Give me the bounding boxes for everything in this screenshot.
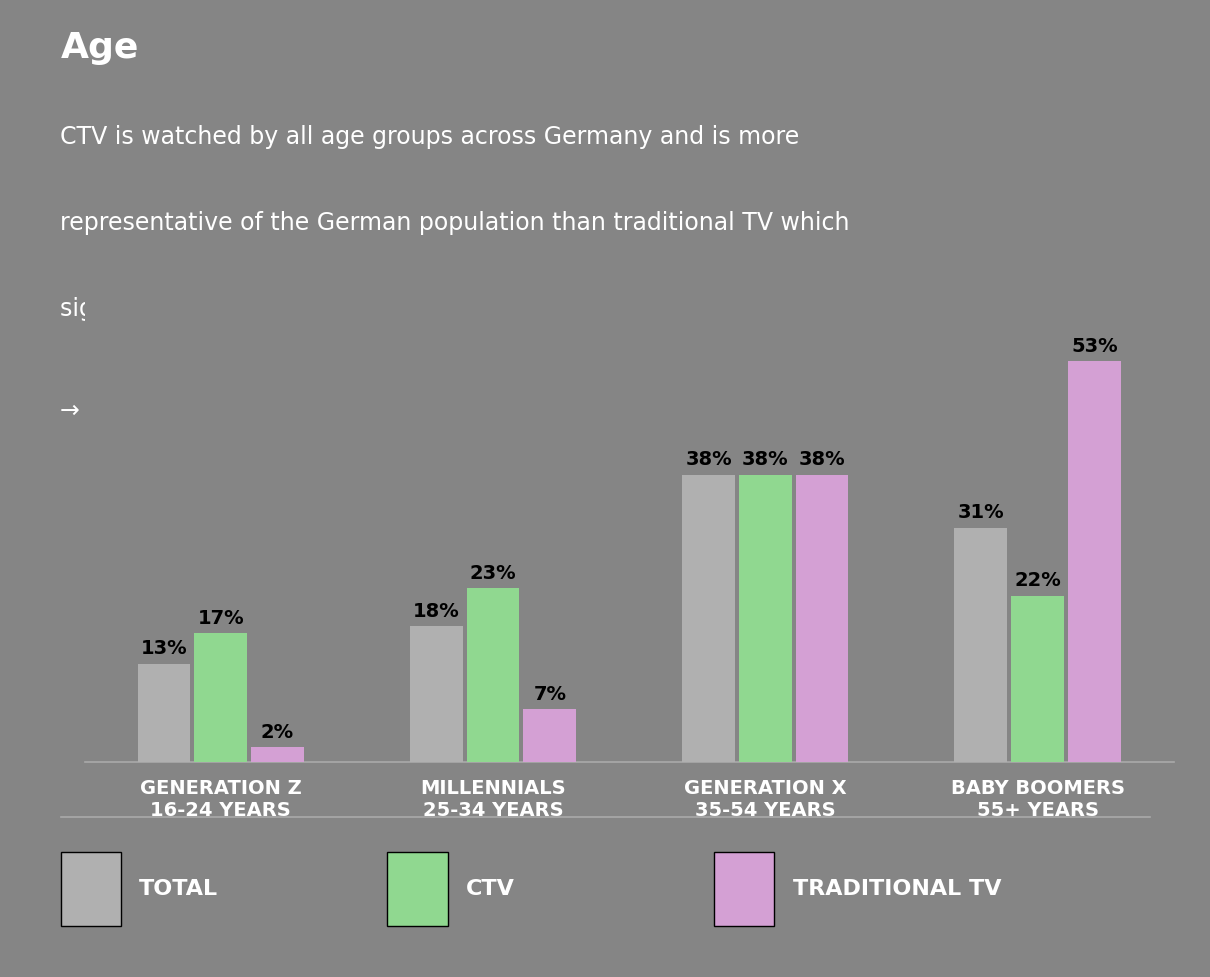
FancyBboxPatch shape <box>60 852 121 926</box>
Bar <box>682 475 734 762</box>
Text: representative of the German population than traditional TV which: representative of the German population … <box>60 211 849 235</box>
Text: Median Age:: Median Age: <box>91 399 257 423</box>
Text: →: → <box>60 399 96 423</box>
Bar <box>739 475 791 762</box>
Text: 38%: 38% <box>742 450 789 469</box>
Text: 17%: 17% <box>197 610 244 628</box>
Bar <box>1068 361 1120 762</box>
Bar <box>138 663 190 762</box>
Bar <box>410 626 462 762</box>
FancyBboxPatch shape <box>387 852 448 926</box>
Text: 53%: 53% <box>1071 337 1118 356</box>
Text: 13%: 13% <box>140 639 188 658</box>
Text: 23%: 23% <box>469 564 517 583</box>
Text: TOTAL: TOTAL <box>139 879 218 899</box>
Bar <box>955 528 1007 762</box>
Bar <box>252 747 304 762</box>
Bar <box>467 588 519 762</box>
Text: CTV is watched by all age groups across Germany and is more: CTV is watched by all age groups across … <box>60 125 800 149</box>
Bar <box>524 709 576 762</box>
Text: 7%: 7% <box>534 685 566 703</box>
Text: CTV - 39, Traditional TV - 56: CTV - 39, Traditional TV - 56 <box>224 399 563 423</box>
Text: Age: Age <box>60 31 139 65</box>
Text: 2%: 2% <box>261 723 294 742</box>
Bar <box>796 475 848 762</box>
Text: 22%: 22% <box>1014 572 1061 590</box>
Text: 38%: 38% <box>685 450 732 469</box>
Text: significantly underdelivers against ages 18-40 (Gen Z and Millennials).: significantly underdelivers against ages… <box>60 297 895 321</box>
Bar <box>195 633 247 762</box>
Text: 31%: 31% <box>957 503 1004 523</box>
Text: 38%: 38% <box>799 450 846 469</box>
Text: TRADITIONAL TV: TRADITIONAL TV <box>793 879 1001 899</box>
Bar <box>1012 596 1064 762</box>
FancyBboxPatch shape <box>714 852 774 926</box>
Text: CTV: CTV <box>466 879 514 899</box>
Text: 18%: 18% <box>413 602 460 620</box>
